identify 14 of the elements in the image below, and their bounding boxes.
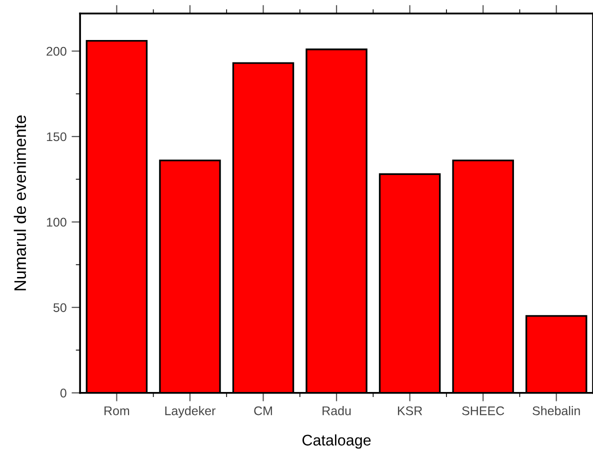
x-tick-label: CM: [254, 406, 272, 416]
x-tick-label: KSR: [398, 406, 422, 416]
x-axis-title: Cataloage: [302, 434, 371, 449]
x-tick-label: Rom: [104, 406, 130, 416]
x-tick-label: Shebalin: [532, 406, 580, 416]
x-tick-label: Laydeker: [165, 406, 216, 418]
y-tick-label: 0: [60, 388, 66, 398]
x-tick-label: Radu: [322, 406, 351, 416]
y-tick-label: 200: [46, 46, 66, 56]
x-tick-label: SHEEC: [462, 406, 504, 416]
y-axis-title: Numarul de evenimente: [14, 115, 26, 290]
y-tick-label: 100: [46, 218, 66, 227]
y-tick-label: 150: [46, 132, 66, 142]
y-tick-label: 50: [53, 303, 66, 312]
